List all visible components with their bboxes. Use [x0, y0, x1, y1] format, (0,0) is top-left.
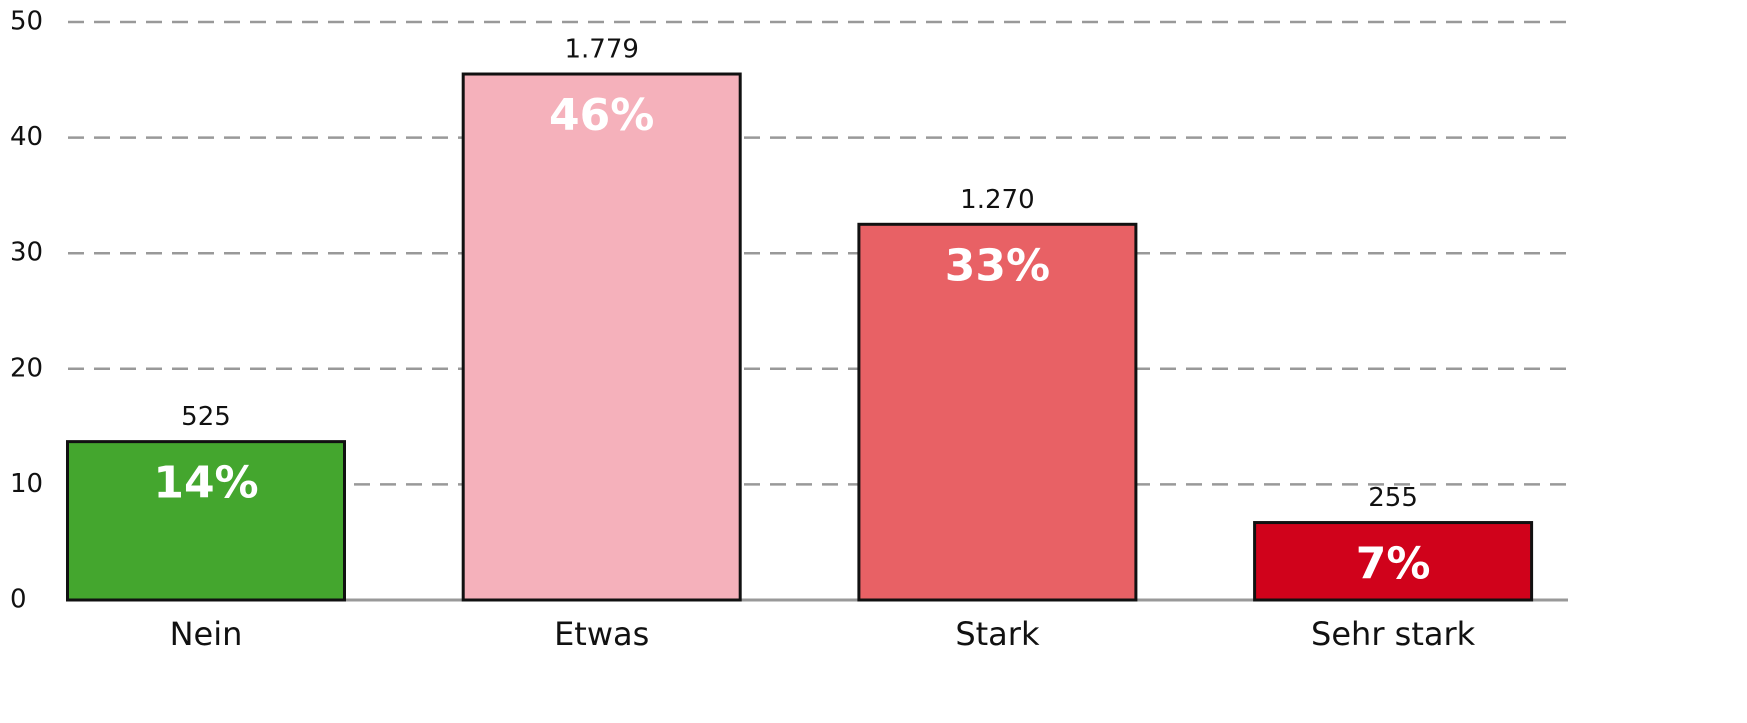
bar [66, 440, 346, 602]
value-label: 7% [1356, 539, 1431, 590]
y-tick-label: 10 [10, 469, 43, 499]
x-tick-label: Etwas [554, 615, 649, 653]
bar [857, 222, 1138, 602]
y-tick-label: 50 [10, 7, 43, 37]
bar [461, 72, 742, 602]
count-label: 255 [1368, 483, 1418, 513]
count-label: 1.779 [564, 35, 638, 65]
value-label: 46% [549, 90, 654, 141]
x-tick-label: Nein [170, 615, 243, 653]
x-tick-label: Stark [955, 615, 1040, 653]
x-tick-label: Sehr stark [1311, 615, 1476, 653]
y-tick-label: 30 [10, 238, 43, 268]
y-tick-label: 0 [10, 585, 27, 615]
value-label: 14% [153, 458, 258, 509]
y-tick-label: 20 [10, 353, 43, 383]
count-label: 525 [181, 402, 231, 432]
bar [1253, 521, 1534, 602]
value-label: 33% [945, 240, 1050, 291]
count-label: 1.270 [960, 185, 1034, 215]
y-tick-label: 40 [10, 122, 43, 152]
